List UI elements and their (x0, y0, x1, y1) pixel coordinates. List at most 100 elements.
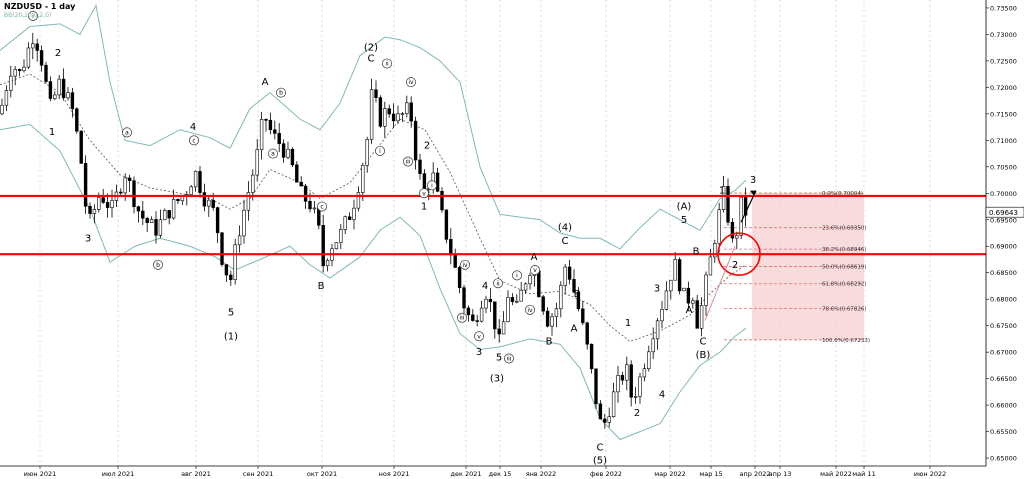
wave-label-circle (512, 270, 522, 281)
candle-body (154, 219, 158, 236)
candle-body (466, 307, 471, 316)
candle-body (339, 229, 343, 243)
candle-body (26, 47, 31, 68)
wave-label-circle (403, 156, 413, 167)
candle-body (13, 69, 17, 77)
wave-label-circle (504, 353, 514, 364)
middle-band (0, 73, 747, 343)
candle-body (677, 259, 682, 292)
candle-body (611, 391, 616, 418)
candle-body (356, 192, 361, 209)
price-tick-label: 0.66500 (990, 375, 1017, 383)
candle-body (462, 287, 466, 309)
candle-body (268, 119, 273, 131)
wave-label: 4 (482, 281, 488, 292)
candle-body (308, 200, 312, 210)
wave-label: 5 (496, 352, 502, 363)
wave-label: iv (527, 307, 533, 314)
candle-body (545, 310, 550, 327)
candle-body (383, 108, 387, 127)
candle-body (123, 177, 127, 194)
wave-label-circle (122, 127, 132, 138)
fib-label: 78.6%(0.67826) (822, 306, 867, 312)
price-tick-label: 0.73000 (990, 31, 1017, 39)
wave-label: iv (462, 262, 468, 269)
candle-body (449, 239, 453, 256)
candle-body (633, 396, 638, 398)
wave-label: (B) (696, 350, 711, 361)
candle-body (31, 43, 35, 49)
time-tick-label: окт 2021 (307, 470, 337, 478)
candle-body (374, 89, 378, 98)
price-tick-label: 0.70500 (990, 163, 1017, 171)
fib-label: 38.2%(0.68946) (822, 247, 867, 253)
candle-body (189, 186, 193, 195)
wave-label: 1 (421, 202, 427, 213)
candle-body (589, 343, 594, 370)
candle-body (88, 205, 92, 214)
wave-label-circle (406, 77, 416, 88)
trend-line (704, 246, 736, 321)
candle-body (387, 108, 391, 115)
wave-label: i (379, 148, 381, 155)
candle-body (281, 143, 286, 158)
indicator-label: BB(20,20,0,2,0) (4, 12, 52, 19)
time-tick-label: июн 2021 (24, 470, 57, 478)
candle-body (202, 192, 207, 207)
wave-label: v (422, 190, 426, 197)
candle-body (497, 328, 501, 335)
candle-body (594, 368, 598, 405)
candle-body (501, 321, 506, 335)
wave-label: a (125, 129, 129, 136)
time-tick-label: сен 2021 (243, 470, 273, 478)
candle-body (0, 104, 4, 115)
candle-body (625, 364, 629, 381)
candle-body (35, 43, 39, 51)
wave-label-circle (419, 188, 429, 199)
candle-body (273, 129, 277, 134)
candle-body (647, 351, 651, 370)
time-tick-label: май 11 (852, 470, 875, 478)
candle-body (290, 148, 295, 166)
wave-label: C (597, 442, 604, 453)
wave-label-circle (493, 278, 503, 289)
wave-label: B (574, 289, 581, 300)
candle-body (211, 199, 215, 208)
candle-body (616, 374, 620, 393)
candle-body (321, 224, 325, 267)
candle-body (413, 120, 418, 161)
candle-body (699, 305, 704, 329)
candle-body (686, 287, 691, 304)
wave-label-circle (189, 135, 199, 146)
wave-label: 3 (654, 284, 660, 295)
candle-body (664, 290, 669, 310)
candle-body (735, 235, 739, 239)
price-tick-label: 0.69000 (990, 243, 1017, 251)
candle-body (541, 296, 545, 312)
candle-body (479, 307, 484, 322)
candle-body (158, 219, 163, 236)
wave-label: 2 (55, 48, 61, 59)
candle-body (17, 69, 22, 71)
candle-body (444, 209, 449, 240)
fib-label: 23.6%(0.69350) (822, 226, 867, 232)
time-tick-label: мар 2022 (654, 470, 686, 478)
candle-body (642, 368, 647, 378)
price-tick-label: 0.68000 (990, 296, 1017, 304)
price-tick-label: 0.66000 (990, 402, 1017, 410)
candle-body (145, 217, 149, 223)
candle-body (299, 181, 303, 187)
wave-label: (1) (224, 331, 238, 342)
time-tick-label: мар 15 (699, 470, 722, 478)
candle-body (713, 243, 717, 258)
wave-label-circle (460, 259, 470, 270)
candle-body (519, 289, 523, 302)
price-tick-label: 0.73500 (990, 4, 1017, 12)
wave-label: 1 (49, 127, 55, 138)
time-tick-label: апр 13 (769, 470, 792, 478)
candle-body (488, 298, 493, 303)
candle-body (334, 242, 339, 250)
fib-label: 100.0%(0.67233) (822, 338, 870, 344)
